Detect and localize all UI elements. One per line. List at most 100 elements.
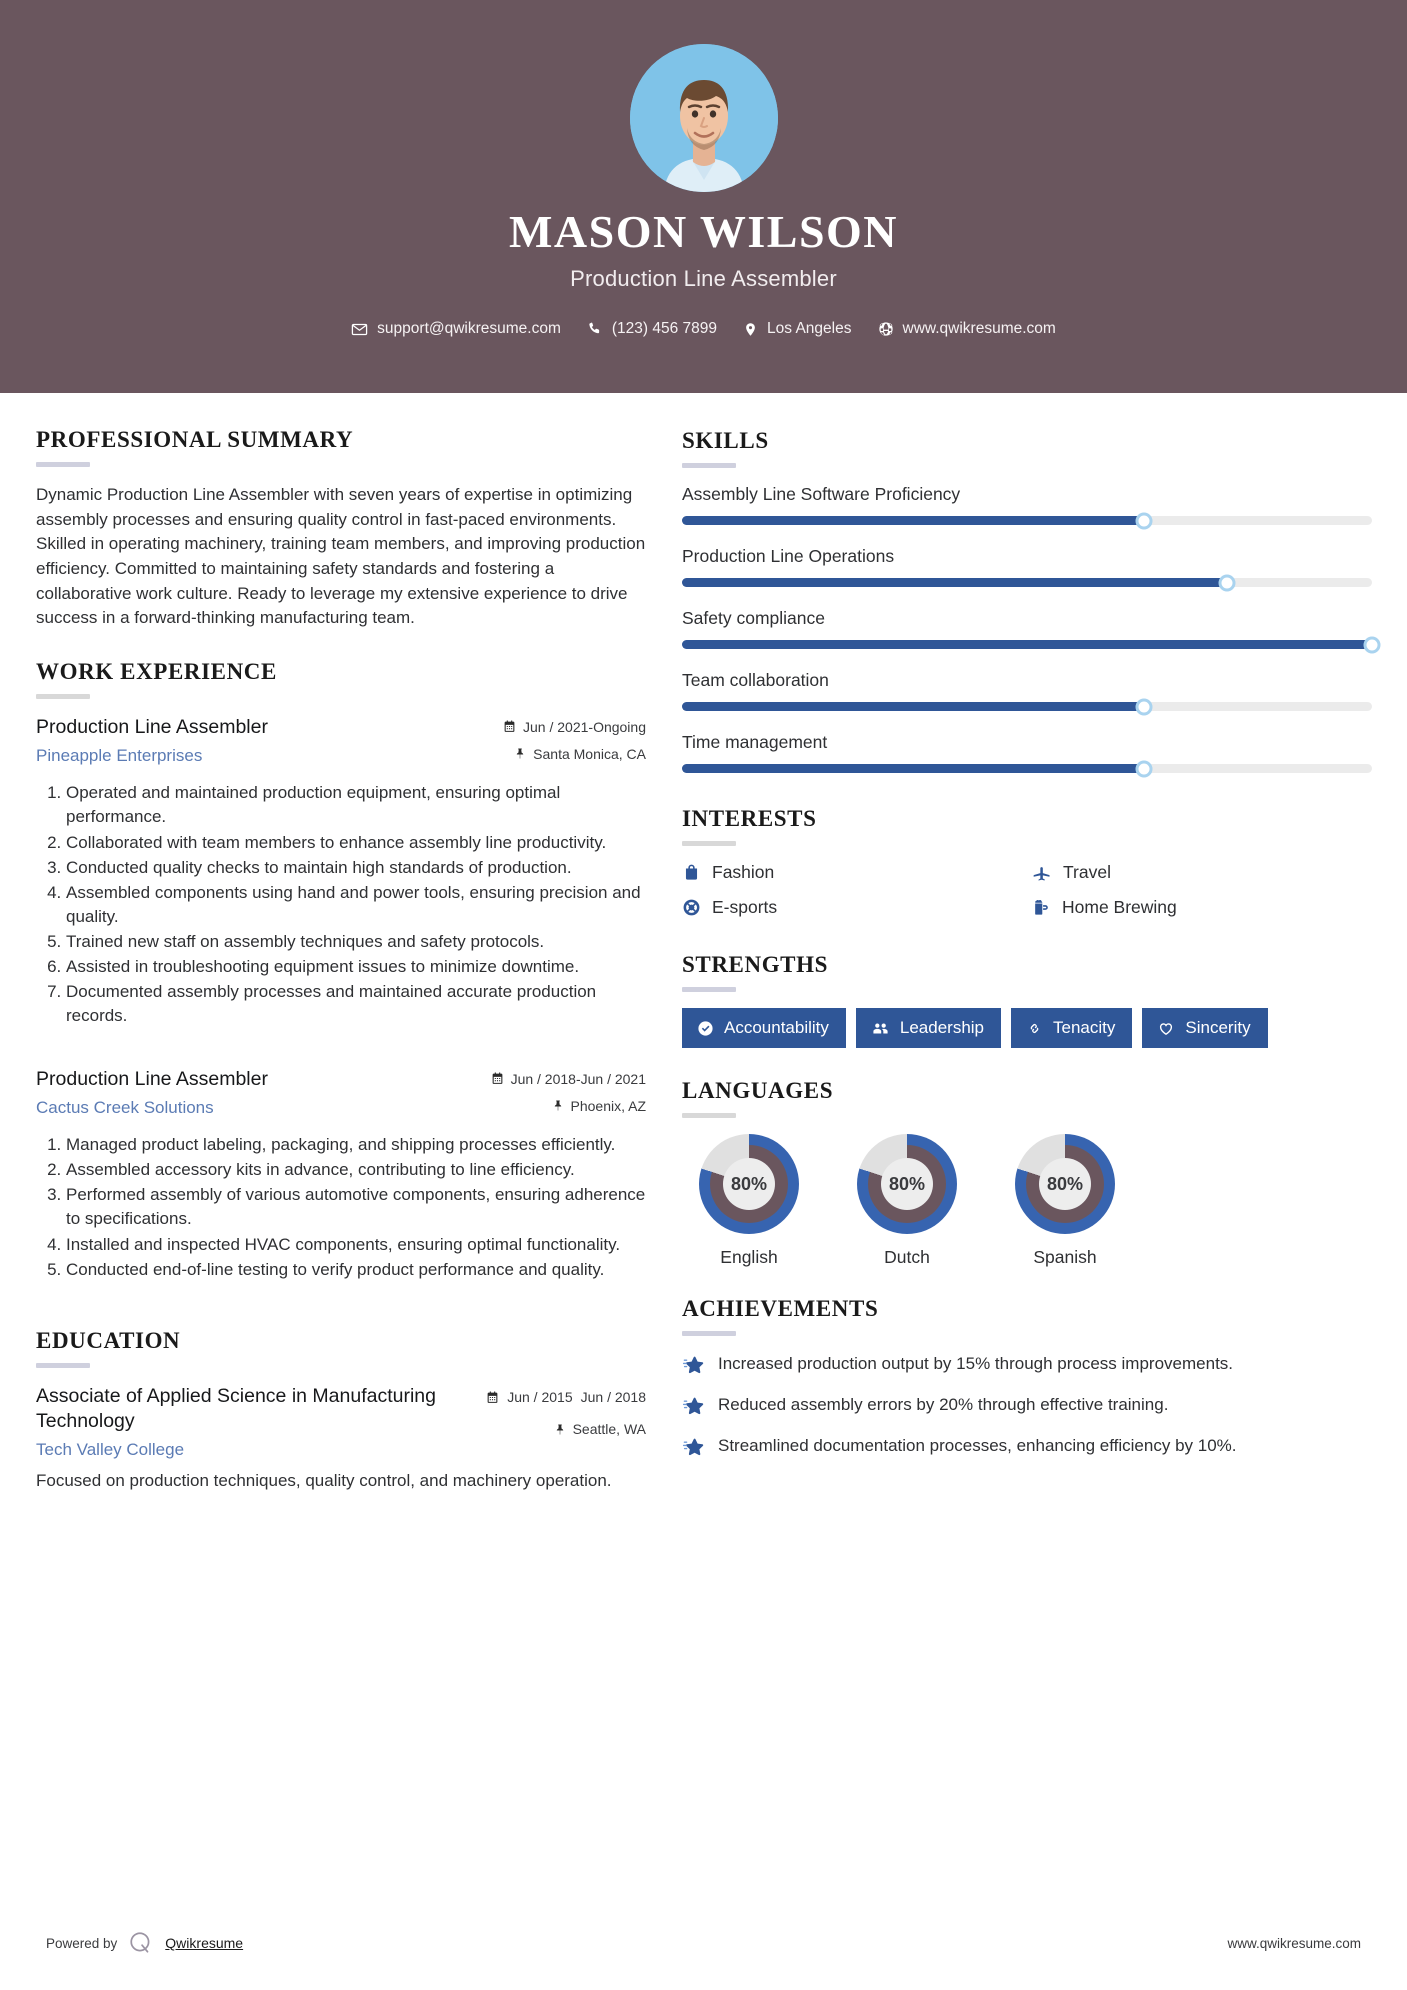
achievement-text: Increased production output by 15% throu… [718,1354,1234,1373]
pin-icon [554,1100,561,1111]
skill-knob [1135,698,1153,715]
education-date-start: Jun / 2015 [507,1388,573,1405]
resume-body: PROFESSIONAL SUMMARY Dynamic Production … [0,393,1407,1493]
strength-chip-leadership[interactable]: Leadership [855,1008,1002,1048]
summary-heading: PROFESSIONAL SUMMARY [36,427,354,452]
footer-url[interactable]: www.qwikresume.com [1227,1935,1361,1951]
skill-bar[interactable] [682,698,1372,715]
skill-label: Time management [682,732,828,752]
shopping-bag-icon [685,864,698,880]
pin-icon [516,748,524,759]
skill-bar[interactable] [682,512,1372,529]
achievement-item: Streamlined documentation processes, enh… [682,1434,1372,1460]
job-company[interactable]: Cactus Creek Solutions [36,1097,214,1117]
strength-label: Sincerity [1185,1018,1251,1037]
skills-heading: SKILLS [682,428,769,453]
page-title: MASON WILSON [508,206,899,257]
skill-fill [682,516,1145,525]
star-icon [682,1356,704,1374]
skill-label: Team collaboration [682,670,829,690]
left-column: PROFESSIONAL SUMMARY Dynamic Production … [36,427,646,1493]
summary-divider [36,462,90,467]
work-heading: WORK EXPERIENCE [36,658,277,684]
skill-item: Safety compliance [682,608,1381,653]
skill-fill [682,578,1228,587]
language-donut: 80% [699,1134,799,1234]
avatar [629,44,778,192]
education-entry: Associate of Applied Science in Manufact… [36,1384,646,1460]
education-school[interactable]: Tech Valley College [36,1439,185,1459]
calendar-icon [504,720,515,733]
gamepad-icon [683,899,700,916]
job-company[interactable]: Pineapple Enterprises [36,746,203,766]
language-donut: 80% [1015,1134,1115,1234]
skill-bar[interactable] [682,760,1372,777]
language-name: Spanish [1033,1247,1097,1267]
language-name: Dutch [884,1247,930,1267]
skill-bar[interactable] [682,636,1381,653]
contact-phone-text: (123) 456 7899 [611,320,718,338]
job-date-text: Jun / 2018-Jun / 2021 [510,1070,646,1087]
job-bullets: Operated and maintained production equip… [36,781,646,1028]
footer: Powered by Qwikresume www.qwikresume.com [0,1930,1407,1956]
strength-chip-tenacity[interactable]: Tenacity [1011,1008,1133,1048]
job-bullet: Trained new staff on assembly techniques… [66,930,646,954]
job-date: Jun / 2018-Jun / 2021 [491,1071,646,1087]
work-divider [36,693,90,699]
pin-icon [556,1424,563,1435]
contact-phone[interactable]: (123) 456 7899 [579,320,725,338]
contact-email-text: support@qwikresume.com [377,320,561,338]
contact-location[interactable]: Los Angeles [735,320,859,338]
job-bullet: Conducted end-of-line testing to verify … [66,1258,646,1282]
strength-chip-sincerity[interactable]: Sincerity [1142,1008,1268,1048]
strength-label: Tenacity [1053,1018,1116,1037]
user-photo-icon [629,44,778,192]
job-bullet: Operated and maintained production equip… [66,781,646,829]
job-bullet: Assisted in troubleshooting equipment is… [66,955,646,979]
language-percent: 80% [881,1158,933,1210]
skills-divider [682,463,736,468]
education-degree: Associate of Applied Science in Manufact… [36,1384,436,1432]
education-dates: Jun / 2015 Jun / 2018 [486,1389,646,1407]
check-circle-icon [698,1020,713,1036]
contact-email[interactable]: support@qwikresume.com [343,320,569,338]
languages-heading: LANGUAGES [682,1078,834,1103]
interest-item: Home Brewing [1032,897,1372,918]
job-bullet: Collaborated with team members to enhanc… [66,831,646,855]
job-bullets: Managed product labeling, packaging, and… [36,1133,646,1282]
powered-by: Powered by Qwikresume [46,1930,243,1956]
contact-website-text: www.qwikresume.com [902,320,1056,338]
qwikresume-link[interactable]: Qwikresume [165,1935,244,1951]
strength-chip-accountability[interactable]: Accountability [682,1008,846,1048]
header-job-title: Production Line Assembler [570,266,837,292]
skill-fill [682,640,1372,649]
job-location: Phoenix, AZ [491,1098,646,1114]
globe-icon [878,322,893,336]
skill-label: Assembly Line Software Proficiency [682,484,961,504]
skill-item: Assembly Line Software Proficiency [682,484,1372,529]
job-bullet: Assembled accessory kits in advance, con… [66,1158,646,1182]
skill-item: Production Line Operations [682,546,1372,591]
job-location-text: Phoenix, AZ [570,1097,647,1114]
job-date: Jun / 2021-Ongoing [503,719,646,735]
skill-knob [1363,636,1381,653]
skill-bar[interactable] [682,574,1372,591]
section-work-experience: WORK EXPERIENCE Production Line Assemble… [36,659,646,1282]
interest-label: Travel [1063,862,1111,882]
achievement-text: Reduced assembly errors by 20% through e… [718,1395,1169,1414]
section-strengths: STRENGTHS Accountability Leadership [682,952,1372,1048]
powered-by-label: Powered by [46,1935,118,1951]
airplane-icon [1033,866,1050,880]
calendar-icon [492,1072,502,1084]
phone-icon [589,322,600,334]
language-item: 80% Dutch [840,1134,974,1268]
skill-knob [1135,512,1153,529]
section-languages: LANGUAGES 80% English 80% Dutch [682,1078,1372,1268]
skill-fill [682,764,1145,773]
job-bullet: Performed assembly of various automotive… [66,1183,646,1231]
summary-text: Dynamic Production Line Assembler with s… [36,485,646,628]
achievement-item: Reduced assembly errors by 20% through e… [682,1393,1372,1419]
skill-label: Production Line Operations [682,546,895,566]
job-bullet: Managed product labeling, packaging, and… [66,1133,646,1157]
contact-website[interactable]: www.qwikresume.com [870,320,1064,338]
